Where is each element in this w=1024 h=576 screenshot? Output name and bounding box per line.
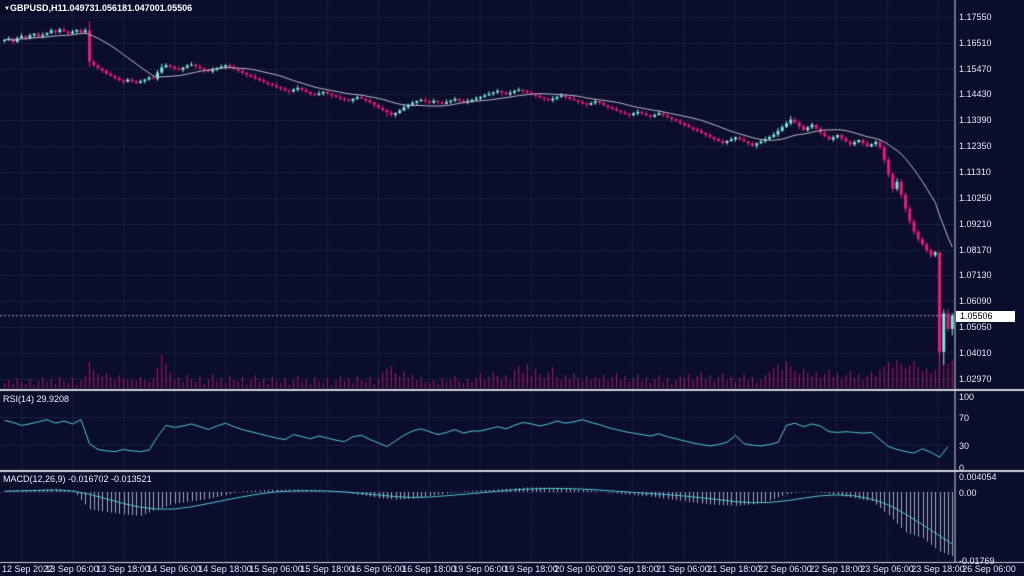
price-axis-label: 1.02970 — [959, 374, 992, 384]
price-axis-label: 1.14430 — [959, 89, 992, 99]
price-axis-label: 1.15470 — [959, 64, 992, 74]
time-axis-label: 20 Sep 06:00 — [554, 564, 608, 574]
current-price-badge: 1.05506 — [956, 311, 1015, 322]
time-axis-label: 12 Sep 2022 — [2, 564, 54, 574]
rsi-axis-label: 30 — [959, 441, 970, 451]
rsi-axis-label: 100 — [959, 392, 975, 402]
price-axis-label: 1.09210 — [959, 219, 992, 229]
price-axis-label: 1.08170 — [959, 245, 992, 255]
rsi-axis-label: 0 — [959, 463, 965, 473]
time-axis-label: 15 Sep 18:00 — [300, 564, 354, 574]
time-axis-label: 22 Sep 18:00 — [809, 564, 863, 574]
time-axis-label: 22 Sep 06:00 — [758, 564, 812, 574]
macd-indicator-label: MACD(12,26,9) -0.016702 -0.013521 — [3, 474, 152, 484]
price-axis-label: 1.11310 — [959, 167, 991, 177]
high-value: 1.05618 — [94, 3, 128, 13]
rsi-axis-label: 70 — [959, 413, 970, 423]
price-axis-label: 1.10250 — [959, 193, 992, 203]
price-axis-label: 1.05050 — [959, 322, 992, 332]
time-axis-label: 13 Sep 06:00 — [45, 564, 99, 574]
price-axis-label: 1.16510 — [959, 38, 992, 48]
symbol-label: GBPUSD,H1 — [9, 3, 62, 13]
price-axis-label: 1.06090 — [959, 296, 992, 306]
macd-axis-label: -0.01769 — [959, 556, 995, 566]
time-axis-label: 15 Sep 06:00 — [249, 564, 303, 574]
time-axis-label: 21 Sep 06:00 — [656, 564, 710, 574]
price-axis-label: 1.13390 — [959, 115, 992, 125]
chart-title: ▼GBPUSD,H11.049731.056181.047001.05506 — [4, 3, 192, 14]
time-axis-label: 16 Sep 06:00 — [351, 564, 405, 574]
time-axis-label: 19 Sep 18:00 — [504, 564, 558, 574]
low-value: 1.04700 — [127, 3, 160, 13]
time-axis-label: 14 Sep 06:00 — [147, 564, 201, 574]
price-axis-label: 1.07130 — [959, 270, 992, 280]
time-axis-label: 21 Sep 18:00 — [707, 564, 761, 574]
macd-axis-label: 0.00 — [959, 488, 977, 498]
time-axis-label: 16 Sep 18:00 — [402, 564, 456, 574]
time-axis-label: 23 Sep 18:00 — [911, 564, 965, 574]
open-value: 1.04973 — [61, 3, 95, 13]
price-axis-label: 1.04010 — [959, 348, 992, 358]
time-axis-label: 26 Sep 06:00 — [962, 564, 1016, 574]
time-axis-label: 23 Sep 06:00 — [860, 564, 914, 574]
time-axis-label: 19 Sep 06:00 — [453, 564, 507, 574]
close-value: 1.05506 — [159, 3, 193, 13]
time-axis-label: 13 Sep 18:00 — [96, 564, 150, 574]
macd-axis-label: 0.004054 — [959, 472, 997, 482]
rsi-indicator-label: RSI(14) 29.9208 — [3, 394, 70, 404]
price-axis-label: 1.17550 — [959, 12, 992, 22]
price-axis-label: 1.12350 — [959, 141, 992, 151]
time-axis-label: 20 Sep 18:00 — [605, 564, 659, 574]
symbol-dropdown-icon: ▼ — [4, 6, 10, 12]
time-axis-label: 14 Sep 18:00 — [198, 564, 252, 574]
